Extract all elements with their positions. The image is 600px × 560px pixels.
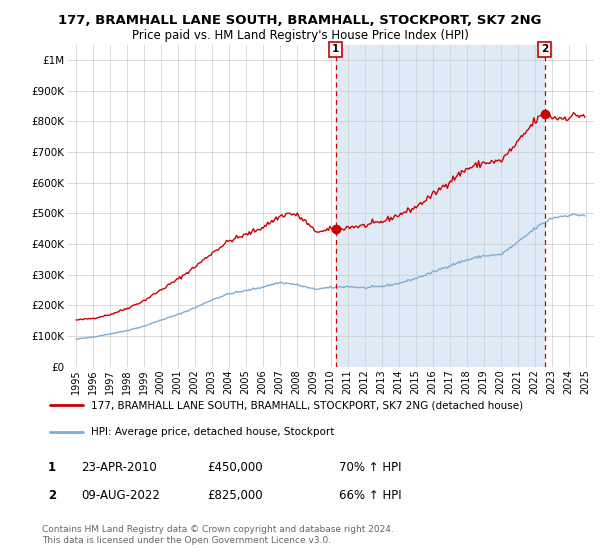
- Text: Contains HM Land Registry data © Crown copyright and database right 2024.
This d: Contains HM Land Registry data © Crown c…: [42, 525, 394, 545]
- Text: 177, BRAMHALL LANE SOUTH, BRAMHALL, STOCKPORT, SK7 2NG (detached house): 177, BRAMHALL LANE SOUTH, BRAMHALL, STOC…: [91, 400, 523, 410]
- Text: 23-APR-2010: 23-APR-2010: [81, 461, 157, 474]
- Text: 09-AUG-2022: 09-AUG-2022: [81, 489, 160, 502]
- Text: 177, BRAMHALL LANE SOUTH, BRAMHALL, STOCKPORT, SK7 2NG: 177, BRAMHALL LANE SOUTH, BRAMHALL, STOC…: [58, 14, 542, 27]
- Text: £450,000: £450,000: [207, 461, 263, 474]
- Bar: [335, 45, 545, 367]
- Text: Price paid vs. HM Land Registry's House Price Index (HPI): Price paid vs. HM Land Registry's House …: [131, 29, 469, 42]
- Text: 70% ↑ HPI: 70% ↑ HPI: [339, 461, 401, 474]
- Text: 66% ↑ HPI: 66% ↑ HPI: [339, 489, 401, 502]
- Text: £825,000: £825,000: [207, 489, 263, 502]
- Text: HPI: Average price, detached house, Stockport: HPI: Average price, detached house, Stoc…: [91, 427, 335, 437]
- Text: 2: 2: [541, 44, 548, 54]
- Text: 2: 2: [48, 489, 56, 502]
- Text: 1: 1: [332, 44, 340, 54]
- Text: 1: 1: [48, 461, 56, 474]
